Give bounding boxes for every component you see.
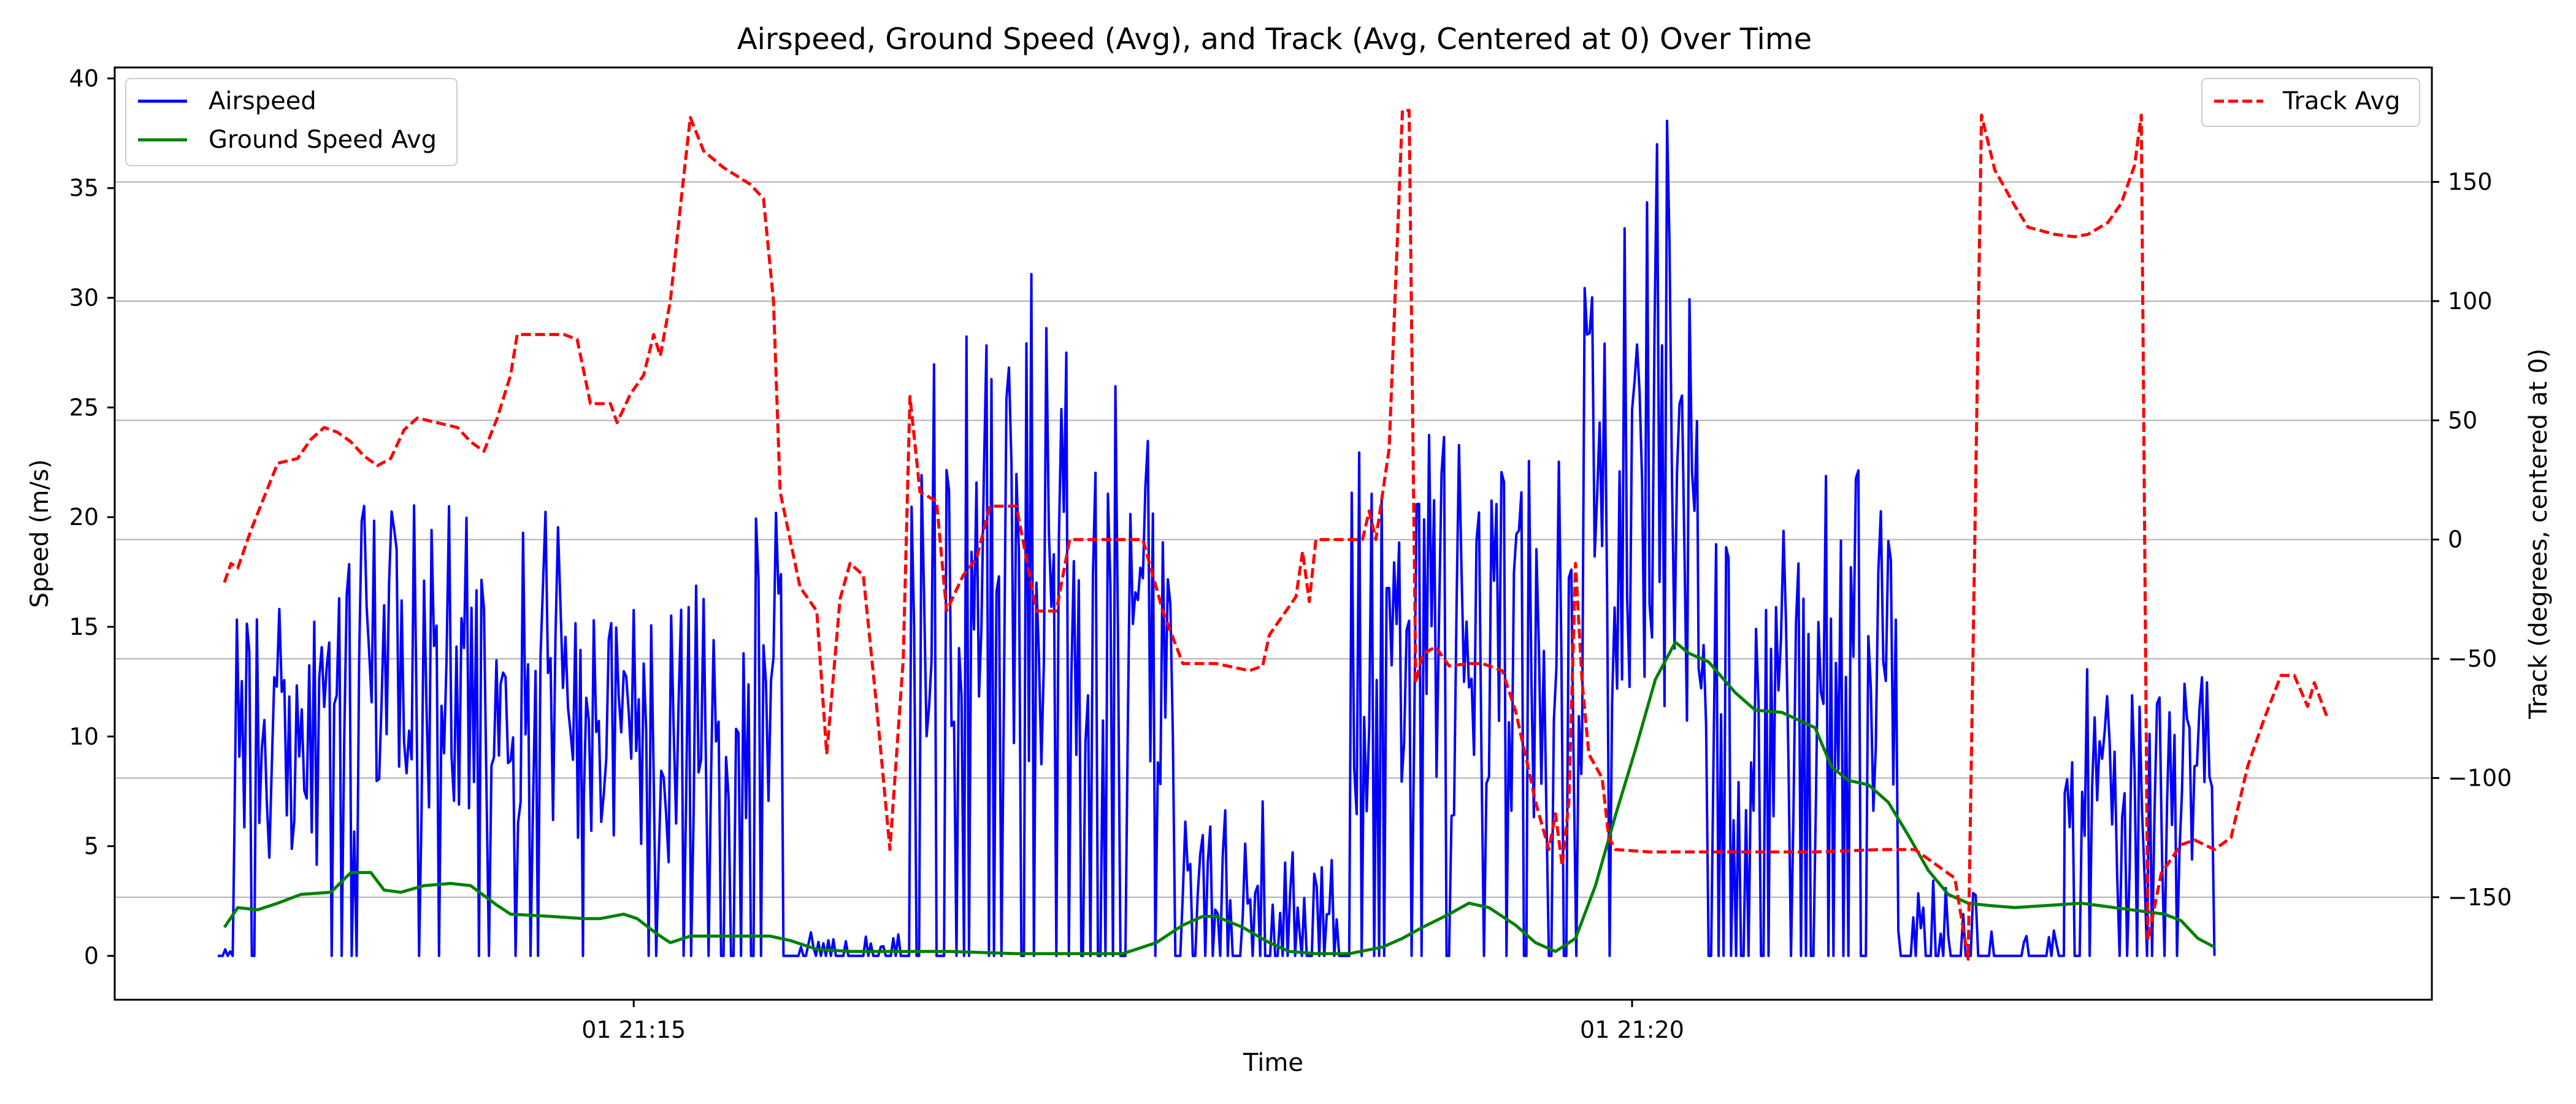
left-tick-label-8: 40 (69, 65, 99, 92)
legend-airspeed-label: Airspeed (209, 87, 316, 115)
legend-right-box (2201, 78, 2420, 127)
legend-left-box (125, 78, 458, 166)
left-y-axis-label: Speed (m/s) (26, 459, 54, 608)
series-line-2 (223, 109, 2329, 961)
left-tick-label-7: 35 (69, 175, 99, 202)
x-tick-label-0: 01 21:15 (581, 1016, 686, 1043)
right-tick-label-0: −150 (2448, 884, 2512, 911)
series-line-1 (223, 640, 2215, 956)
legend-right: Track Avg (2201, 78, 2420, 127)
right-tick-label-6: 150 (2448, 169, 2493, 196)
legend-track-label: Track Avg (2282, 87, 2400, 115)
plot-frame (113, 66, 2433, 1001)
x-axis-label: Time (1243, 1049, 1303, 1077)
right-tick-label-1: −100 (2448, 764, 2512, 791)
left-tick-label-2: 10 (69, 723, 99, 750)
right-y-axis-label: Track (degrees, centered at 0) (2524, 348, 2553, 719)
plot-series (218, 109, 2329, 961)
series-line-0 (218, 120, 2216, 957)
left-tick-label-0: 0 (84, 942, 99, 969)
left-tick-label-3: 15 (69, 613, 99, 640)
x-tick-label-1: 01 21:20 (1580, 1016, 1684, 1043)
right-tick-label-4: 50 (2448, 407, 2477, 434)
right-tick-label-3: 0 (2448, 526, 2463, 553)
left-y-axis: 0 5 10 15 20 25 30 35 40 (69, 65, 115, 969)
right-y-axis: −150 −100 −50 0 50 100 150 (2432, 169, 2512, 911)
left-tick-label-1: 5 (84, 833, 99, 860)
left-tick-label-4: 20 (69, 504, 99, 531)
legend-left: Airspeed Ground Speed Avg (125, 78, 458, 166)
legend-ground-speed-label: Ground Speed Avg (209, 126, 437, 154)
x-axis: 01 21:15 01 21:20 (581, 1000, 1684, 1043)
right-tick-label-2: −50 (2448, 645, 2497, 672)
grid-lines (115, 181, 2432, 898)
chart-title: Airspeed, Ground Speed (Avg), and Track … (737, 22, 1812, 56)
left-tick-label-5: 25 (69, 394, 99, 421)
left-tick-label-6: 30 (69, 285, 99, 312)
right-tick-label-5: 100 (2448, 288, 2493, 315)
